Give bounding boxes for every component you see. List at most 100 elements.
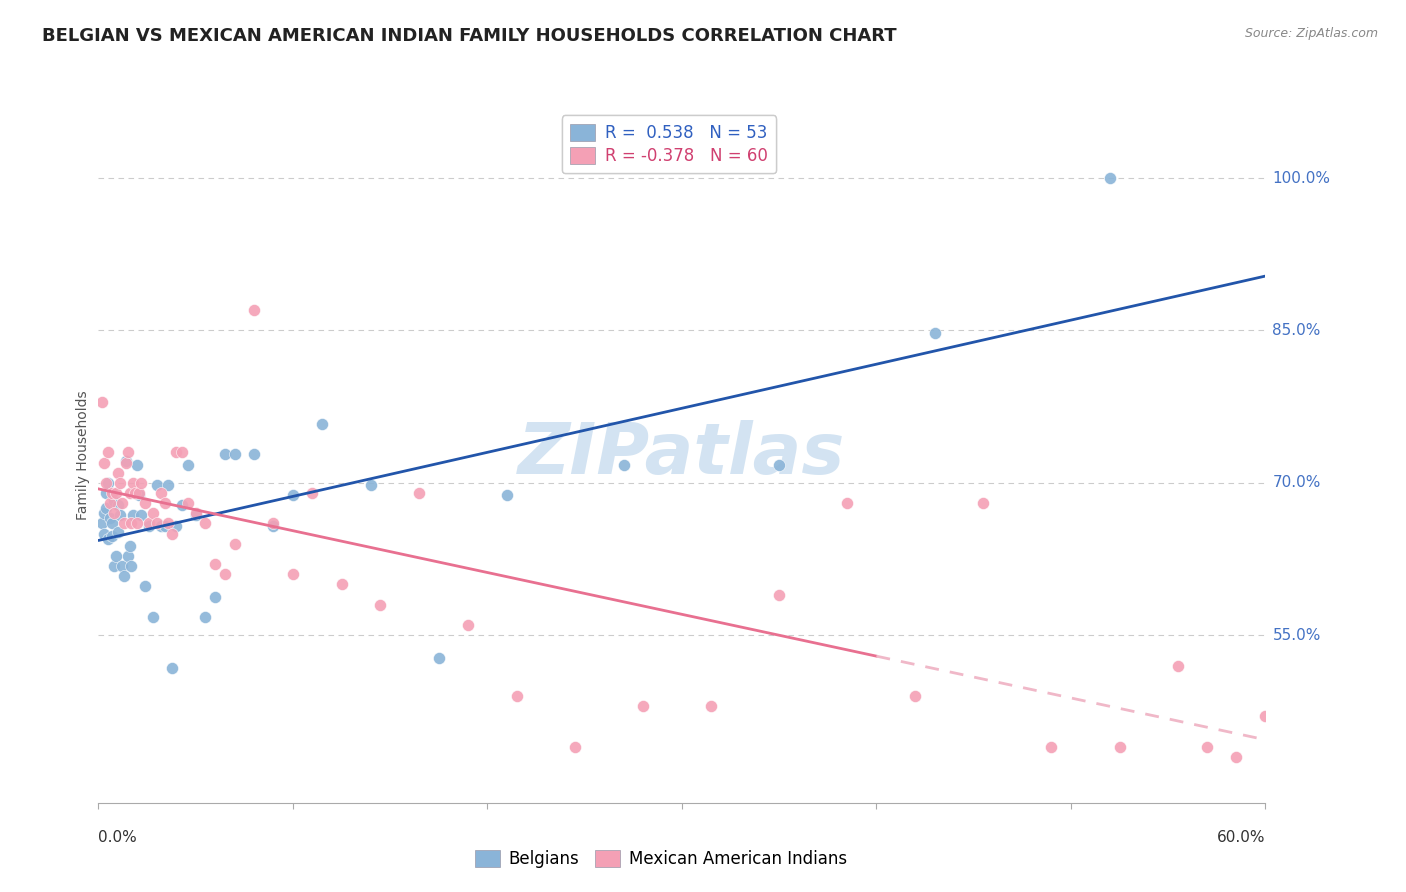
Point bbox=[204, 557, 226, 571]
Point bbox=[91, 394, 114, 409]
Point bbox=[91, 516, 114, 531]
Point bbox=[170, 498, 193, 512]
Point bbox=[177, 496, 200, 510]
Point bbox=[101, 516, 124, 531]
Point bbox=[214, 447, 236, 461]
Point bbox=[360, 478, 382, 492]
Point bbox=[107, 498, 129, 512]
Point bbox=[146, 516, 169, 531]
Y-axis label: Family Households: Family Households bbox=[76, 390, 90, 520]
Point bbox=[114, 456, 136, 470]
Point bbox=[104, 486, 127, 500]
Point bbox=[107, 524, 129, 539]
Text: BELGIAN VS MEXICAN AMERICAN INDIAN FAMILY HOUSEHOLDS CORRELATION CHART: BELGIAN VS MEXICAN AMERICAN INDIAN FAMIL… bbox=[42, 27, 897, 45]
Point bbox=[457, 618, 479, 632]
Point bbox=[118, 539, 141, 553]
Point bbox=[204, 590, 226, 604]
Point bbox=[972, 496, 994, 510]
Point bbox=[93, 456, 115, 470]
Point bbox=[122, 475, 145, 490]
Point bbox=[98, 511, 121, 525]
Point bbox=[184, 506, 207, 520]
Point bbox=[768, 458, 790, 472]
Point bbox=[177, 458, 200, 472]
Text: 85.0%: 85.0% bbox=[1272, 323, 1320, 338]
Point bbox=[631, 699, 654, 714]
Point bbox=[96, 501, 118, 516]
Point bbox=[1195, 739, 1218, 754]
Point bbox=[134, 496, 156, 510]
Point bbox=[170, 445, 193, 459]
Point bbox=[96, 475, 118, 490]
Point bbox=[157, 516, 180, 531]
Point bbox=[165, 518, 187, 533]
Text: 100.0%: 100.0% bbox=[1272, 170, 1330, 186]
Point bbox=[243, 303, 266, 318]
Point bbox=[129, 475, 152, 490]
Point bbox=[1108, 739, 1130, 754]
Point bbox=[112, 516, 135, 531]
Point bbox=[262, 516, 284, 531]
Point bbox=[103, 559, 125, 574]
Point bbox=[149, 486, 172, 500]
Point bbox=[162, 661, 184, 675]
Point bbox=[103, 506, 125, 520]
Point bbox=[97, 475, 120, 490]
Point bbox=[153, 496, 176, 510]
Point bbox=[224, 447, 246, 461]
Point bbox=[194, 516, 217, 531]
Point bbox=[146, 478, 169, 492]
Point bbox=[142, 506, 165, 520]
Legend: R =  0.538   N = 53, R = -0.378   N = 60: R = 0.538 N = 53, R = -0.378 N = 60 bbox=[562, 115, 776, 173]
Point bbox=[184, 508, 207, 523]
Point bbox=[121, 559, 143, 574]
Point bbox=[121, 516, 143, 531]
Point bbox=[165, 445, 187, 459]
Point bbox=[370, 598, 392, 612]
Point bbox=[104, 549, 127, 563]
Point bbox=[700, 699, 723, 714]
Point bbox=[1225, 750, 1247, 764]
Point bbox=[118, 486, 141, 500]
Point bbox=[224, 537, 246, 551]
Point bbox=[505, 689, 527, 703]
Point bbox=[134, 579, 156, 593]
Text: Source: ZipAtlas.com: Source: ZipAtlas.com bbox=[1244, 27, 1378, 40]
Point bbox=[108, 508, 131, 523]
Text: 60.0%: 60.0% bbox=[1218, 830, 1265, 845]
Point bbox=[194, 610, 217, 624]
Point bbox=[111, 559, 134, 574]
Point bbox=[1274, 720, 1296, 734]
Point bbox=[564, 739, 586, 754]
Legend: Belgians, Mexican American Indians: Belgians, Mexican American Indians bbox=[468, 843, 853, 875]
Point bbox=[108, 475, 131, 490]
Point bbox=[162, 526, 184, 541]
Point bbox=[330, 577, 353, 591]
Point bbox=[1098, 171, 1121, 186]
Point bbox=[96, 486, 118, 500]
Point bbox=[243, 447, 266, 461]
Point bbox=[111, 496, 134, 510]
Point bbox=[311, 417, 333, 431]
Point bbox=[427, 650, 450, 665]
Point bbox=[281, 488, 304, 502]
Text: 70.0%: 70.0% bbox=[1272, 475, 1320, 491]
Point bbox=[1040, 739, 1063, 754]
Point bbox=[112, 569, 135, 583]
Point bbox=[157, 478, 180, 492]
Point bbox=[768, 588, 790, 602]
Point bbox=[98, 496, 121, 510]
Point bbox=[262, 518, 284, 533]
Text: 0.0%: 0.0% bbox=[98, 830, 138, 845]
Point bbox=[1254, 709, 1277, 723]
Point bbox=[103, 494, 125, 508]
Point bbox=[837, 496, 859, 510]
Text: 55.0%: 55.0% bbox=[1272, 628, 1320, 643]
Point bbox=[138, 516, 160, 531]
Point bbox=[612, 458, 634, 472]
Point bbox=[138, 518, 160, 533]
Point bbox=[127, 516, 149, 531]
Point bbox=[128, 488, 150, 502]
Point bbox=[101, 529, 124, 543]
Text: ZIPatlas: ZIPatlas bbox=[519, 420, 845, 490]
